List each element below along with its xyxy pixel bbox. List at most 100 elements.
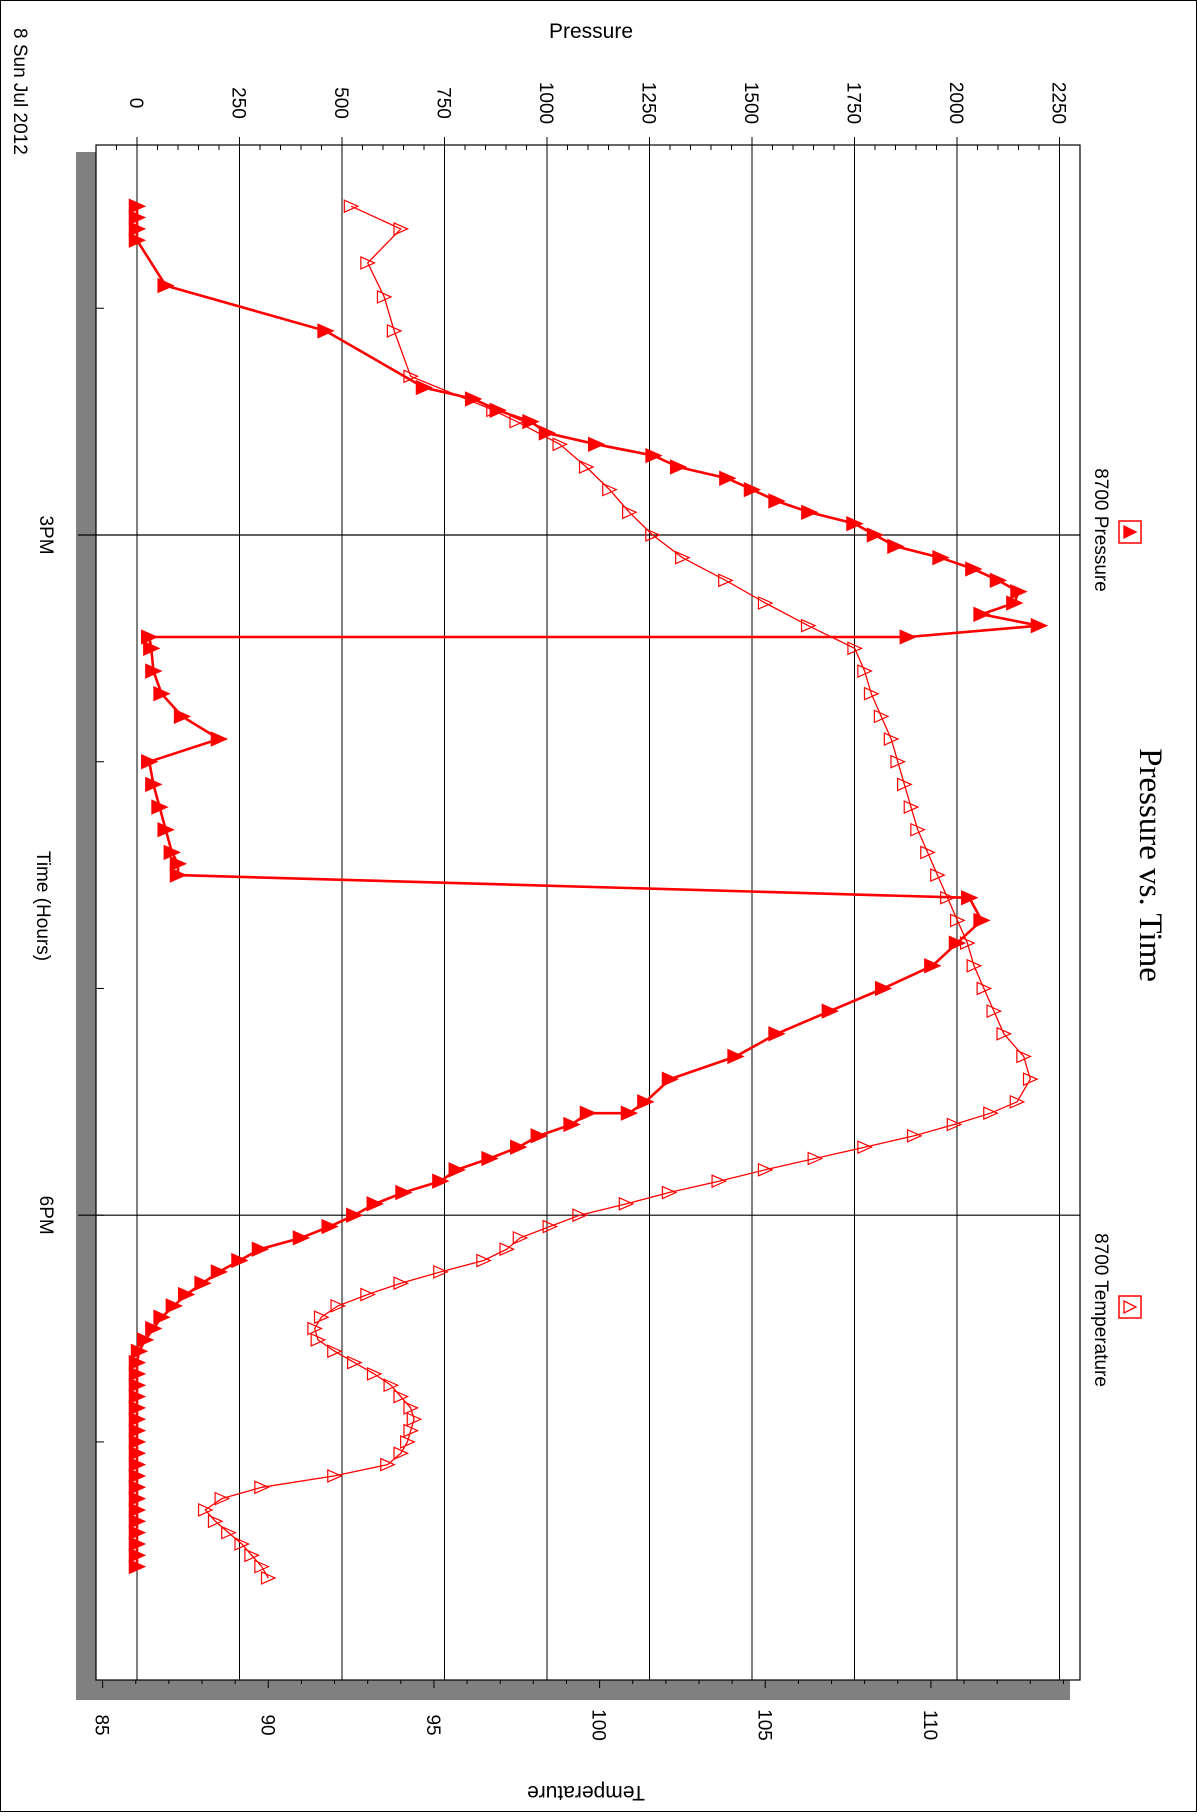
pressure-point [128,1558,147,1575]
time-tick-label: 3PM [35,515,56,554]
legend-marker [1123,524,1138,540]
temperature-point [393,1446,410,1461]
pressure-point [1006,595,1024,611]
pressure-point [973,912,991,929]
pressure-point [128,1445,147,1461]
pressure-tick-label: 500 [330,87,351,119]
temperature-point [757,1162,774,1177]
temperature-point [403,1423,420,1438]
temperature-point [542,1219,559,1234]
temperature-point [976,981,993,996]
pressure-point [128,1524,147,1541]
temperature-point [400,1435,416,1449]
pressure-point [169,856,188,872]
temperature-point [622,505,638,520]
pressure-point [151,799,169,815]
temperature-point [360,1287,376,1302]
temperature-point [310,1332,327,1347]
temperature-point [383,1378,400,1393]
legend-label: 8700 Temperature [1090,1233,1111,1387]
temperature-point [986,1004,1003,1019]
pressure-point [210,731,229,747]
series-layer [128,198,1049,1585]
temperature-point [327,1344,343,1359]
pressure-point [128,1536,147,1552]
pressure-point [801,504,819,520]
pressure-point [887,538,905,554]
temperature-point [883,732,900,746]
temperature-point [221,1525,237,1540]
temperature-point [403,369,420,384]
pressure-point [899,629,917,645]
pressure-point [481,1150,499,1167]
temperature-point [330,1298,347,1313]
temperature-point [983,1106,999,1121]
temperature-point [873,709,890,724]
pressure-point [637,1094,655,1110]
pressure-point [169,867,188,883]
temperature-point [966,958,983,973]
pressure-point [128,1354,147,1371]
pressure-point [177,1286,196,1303]
pressure-point [727,1048,745,1065]
pressure-point [165,1298,184,1314]
temperature-point [386,324,403,338]
temperature-point [403,1400,420,1415]
series-line-1 [204,205,1032,1579]
temperature-point [1016,1049,1032,1064]
legend-label: 8700 Pressure [1090,468,1111,592]
temperature-point [393,1389,410,1404]
temperature-point [863,686,880,701]
temperature-point [260,1571,277,1585]
temperature-tick-label: 100 [588,1709,609,1741]
temperature-point [578,460,595,474]
pressure-point [965,561,983,577]
temperature-point [897,777,913,792]
pressure-point [587,436,606,452]
temperature-point [244,1548,261,1563]
pressure-point [128,1388,147,1405]
legend-marker [1123,1299,1138,1315]
temperature-point [910,822,926,837]
pressure-point [395,1184,413,1201]
pressure-point [874,980,893,997]
temperature-point [618,1196,635,1211]
pressure-point [669,459,688,475]
temperature-point [509,414,526,429]
temperature-point [903,800,920,814]
temperature-point [499,1242,516,1257]
pressure-point [415,379,434,396]
temperature-point [476,1253,492,1268]
pressure-point [620,1105,639,1121]
temperature-point [950,913,966,928]
temperature-point [800,618,817,633]
pressure-point [128,232,147,248]
pressure-tick-label: 1000 [535,82,556,124]
pressure-point [145,1320,163,1337]
pressure-point [128,1502,147,1518]
pressure-point [821,1003,840,1019]
pressure-point [661,1071,680,1087]
pressure-point [128,1456,147,1473]
pressure-axis-title: Pressure [549,20,633,43]
temperature-point [307,1321,323,1336]
temperature-point [343,199,360,214]
temperature-tick-label: 110 [919,1710,940,1740]
pressure-point [645,447,663,464]
pressure-point [153,686,171,702]
temperature-point [486,403,502,418]
pressure-tick-label: 1750 [843,82,864,124]
pressure-point [292,1230,311,1246]
pressure-point [317,323,335,339]
pressure-point [194,1275,212,1291]
date-label: 8 Sun Jul 2012 [9,28,30,155]
temperature-tick-label: 95 [422,1714,443,1735]
pressure-point [128,1468,147,1484]
temperature-point [645,528,661,542]
temperature-point [366,1366,383,1381]
temperature-point [857,1140,873,1155]
temperature-point [930,868,946,883]
pressure-point [128,1434,147,1450]
plot-shadow-left [76,152,96,1700]
